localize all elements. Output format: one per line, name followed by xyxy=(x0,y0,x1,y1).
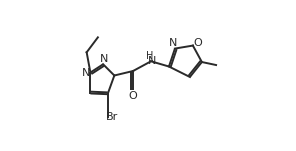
Text: N: N xyxy=(82,67,90,77)
Text: O: O xyxy=(129,92,137,101)
Text: Br: Br xyxy=(106,112,118,122)
Text: H: H xyxy=(146,51,154,61)
Text: O: O xyxy=(194,38,202,48)
Text: N: N xyxy=(147,56,156,66)
Text: N: N xyxy=(100,55,108,64)
Text: N: N xyxy=(169,39,178,48)
